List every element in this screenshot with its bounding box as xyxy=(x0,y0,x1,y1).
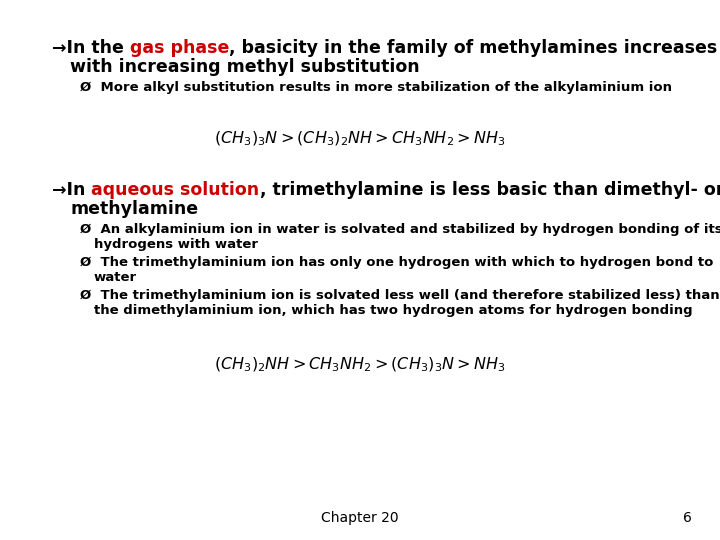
Text: hydrogens with water: hydrogens with water xyxy=(94,238,258,251)
Text: Ø  The trimethylaminium ion has only one hydrogen with which to hydrogen bond to: Ø The trimethylaminium ion has only one … xyxy=(80,256,714,269)
Text: Chapter 20: Chapter 20 xyxy=(321,511,399,525)
Text: aqueous solution: aqueous solution xyxy=(91,181,259,199)
Text: methylamine: methylamine xyxy=(70,200,198,218)
Text: →In the: →In the xyxy=(52,39,130,57)
Text: water: water xyxy=(94,271,137,284)
Text: the dimethylaminium ion, which has two hydrogen atoms for hydrogen bonding: the dimethylaminium ion, which has two h… xyxy=(94,304,693,317)
Text: Ø  The trimethylaminium ion is solvated less well (and therefore stabilized less: Ø The trimethylaminium ion is solvated l… xyxy=(80,289,719,302)
Text: Ø  More alkyl substitution results in more stabilization of the alkylaminium ion: Ø More alkyl substitution results in mor… xyxy=(80,81,672,94)
Text: →In: →In xyxy=(52,181,91,199)
Text: Ø  An alkylaminium ion in water is solvated and stabilized by hydrogen bonding o: Ø An alkylaminium ion in water is solvat… xyxy=(80,223,720,236)
Text: with increasing methyl substitution: with increasing methyl substitution xyxy=(70,58,420,76)
Text: , basicity in the family of methylamines increases: , basicity in the family of methylamines… xyxy=(229,39,718,57)
Text: , trimethylamine is less basic than dimethyl- or: , trimethylamine is less basic than dime… xyxy=(259,181,720,199)
Text: $(CH_3)_3N > (CH_3)_2NH > CH_3NH_2 > NH_3$: $(CH_3)_3N > (CH_3)_2NH > CH_3NH_2 > NH_… xyxy=(215,129,505,148)
Text: 6: 6 xyxy=(683,511,692,525)
Text: gas phase: gas phase xyxy=(130,39,229,57)
Text: $(CH_3)_2NH > CH_3NH_2 > (CH_3)_3N > NH_3$: $(CH_3)_2NH > CH_3NH_2 > (CH_3)_3N > NH_… xyxy=(215,355,505,374)
